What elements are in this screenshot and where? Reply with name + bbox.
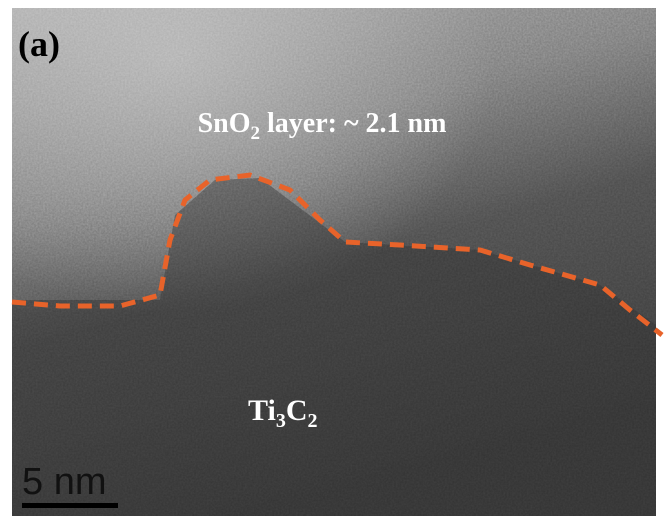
tem-image (12, 8, 656, 516)
page: (a) SnO2 layer: ~ 2.1 nm Ti3C2 5 nm (() … (0, 0, 669, 522)
scale-bar (22, 503, 118, 508)
layer-label: SnO2 layer: ~ 2.1 nm (198, 108, 447, 144)
micrograph-figure: (a) SnO2 layer: ~ 2.1 nm Ti3C2 5 nm (0, 0, 669, 522)
scale-bar-label: 5 nm (22, 461, 106, 503)
panel-label: (a) (18, 24, 60, 64)
